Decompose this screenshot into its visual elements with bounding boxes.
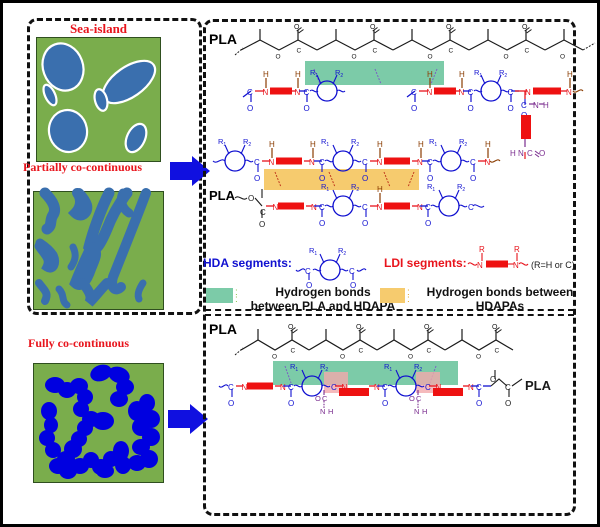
svg-text:PLA: PLA <box>525 378 552 393</box>
svg-text:O: O <box>315 394 321 403</box>
svg-text:O: O <box>259 220 265 229</box>
svg-text:C: C <box>505 383 511 392</box>
svg-text:R1: R1 <box>309 246 317 257</box>
svg-text:N: N <box>374 383 380 392</box>
svg-text:N: N <box>269 158 275 167</box>
svg-text:O: O <box>254 174 260 183</box>
svg-text:N: N <box>525 88 531 97</box>
svg-text:H: H <box>377 185 383 194</box>
svg-text:N: N <box>377 203 383 212</box>
svg-text:N: N <box>242 383 248 392</box>
svg-text:N: N <box>566 88 572 97</box>
svg-text:C: C <box>425 383 431 392</box>
svg-text:O: O <box>409 394 415 403</box>
svg-text:H: H <box>418 140 424 149</box>
svg-text:H: H <box>328 407 333 416</box>
svg-text:O: O <box>382 399 388 408</box>
svg-text:(R=H or C): (R=H or C) <box>531 260 575 270</box>
svg-text:N: N <box>477 261 483 270</box>
svg-text:O: O <box>248 194 254 203</box>
svg-text:N: N <box>417 203 423 212</box>
svg-text:C: C <box>470 158 476 167</box>
svg-text:H: H <box>422 407 427 416</box>
svg-text:R: R <box>479 245 485 254</box>
svg-text:H: H <box>377 140 383 149</box>
svg-text:H: H <box>567 70 573 79</box>
svg-text:H: H <box>310 140 316 149</box>
svg-text:R: R <box>514 245 520 254</box>
svg-text:O: O <box>288 399 294 408</box>
svg-text:C: C <box>254 158 260 167</box>
svg-text:C: C <box>468 203 474 212</box>
svg-text:C: C <box>260 208 266 217</box>
svg-text:O: O <box>362 174 368 183</box>
svg-text:C: C <box>362 203 368 212</box>
svg-text:H: H <box>269 140 275 149</box>
svg-text:C: C <box>322 394 328 403</box>
svg-text:N: N <box>280 383 286 392</box>
svg-text:C: C <box>362 158 368 167</box>
svg-text:N: N <box>309 158 315 167</box>
svg-text:H: H <box>485 140 491 149</box>
svg-text:N: N <box>414 407 419 416</box>
svg-text:C: C <box>331 383 337 392</box>
svg-text:O: O <box>362 219 368 228</box>
svg-text:O: O <box>319 219 325 228</box>
svg-text:O: O <box>508 104 514 113</box>
svg-text:N: N <box>468 383 474 392</box>
svg-text:O: O <box>470 174 476 183</box>
svg-text:N: N <box>417 158 423 167</box>
svg-text:N: N <box>485 158 491 167</box>
svg-text:N: N <box>513 261 519 270</box>
svg-text:N: N <box>273 203 279 212</box>
svg-text:N: N <box>311 203 317 212</box>
svg-text:O: O <box>476 399 482 408</box>
svg-text:C: C <box>349 267 355 276</box>
svg-text:O: O <box>560 54 565 61</box>
svg-text:O: O <box>228 399 234 408</box>
svg-text:N: N <box>377 158 383 167</box>
svg-text:O: O <box>505 399 511 408</box>
svg-text:O: O <box>425 219 431 228</box>
svg-text:C: C <box>228 383 234 392</box>
svg-text:N: N <box>320 407 325 416</box>
svg-text:C: C <box>305 267 311 276</box>
svg-text:C: C <box>416 394 422 403</box>
